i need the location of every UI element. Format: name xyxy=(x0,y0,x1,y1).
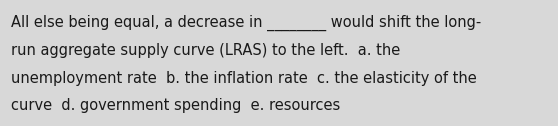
Text: All else being equal, a decrease in ________ would shift the long-: All else being equal, a decrease in ____… xyxy=(11,15,482,31)
Text: run aggregate supply curve (LRAS) to the left.  a. the: run aggregate supply curve (LRAS) to the… xyxy=(11,43,401,58)
Text: curve  d. government spending  e. resources: curve d. government spending e. resource… xyxy=(11,98,340,113)
Text: unemployment rate  b. the inflation rate  c. the elasticity of the: unemployment rate b. the inflation rate … xyxy=(11,71,477,86)
